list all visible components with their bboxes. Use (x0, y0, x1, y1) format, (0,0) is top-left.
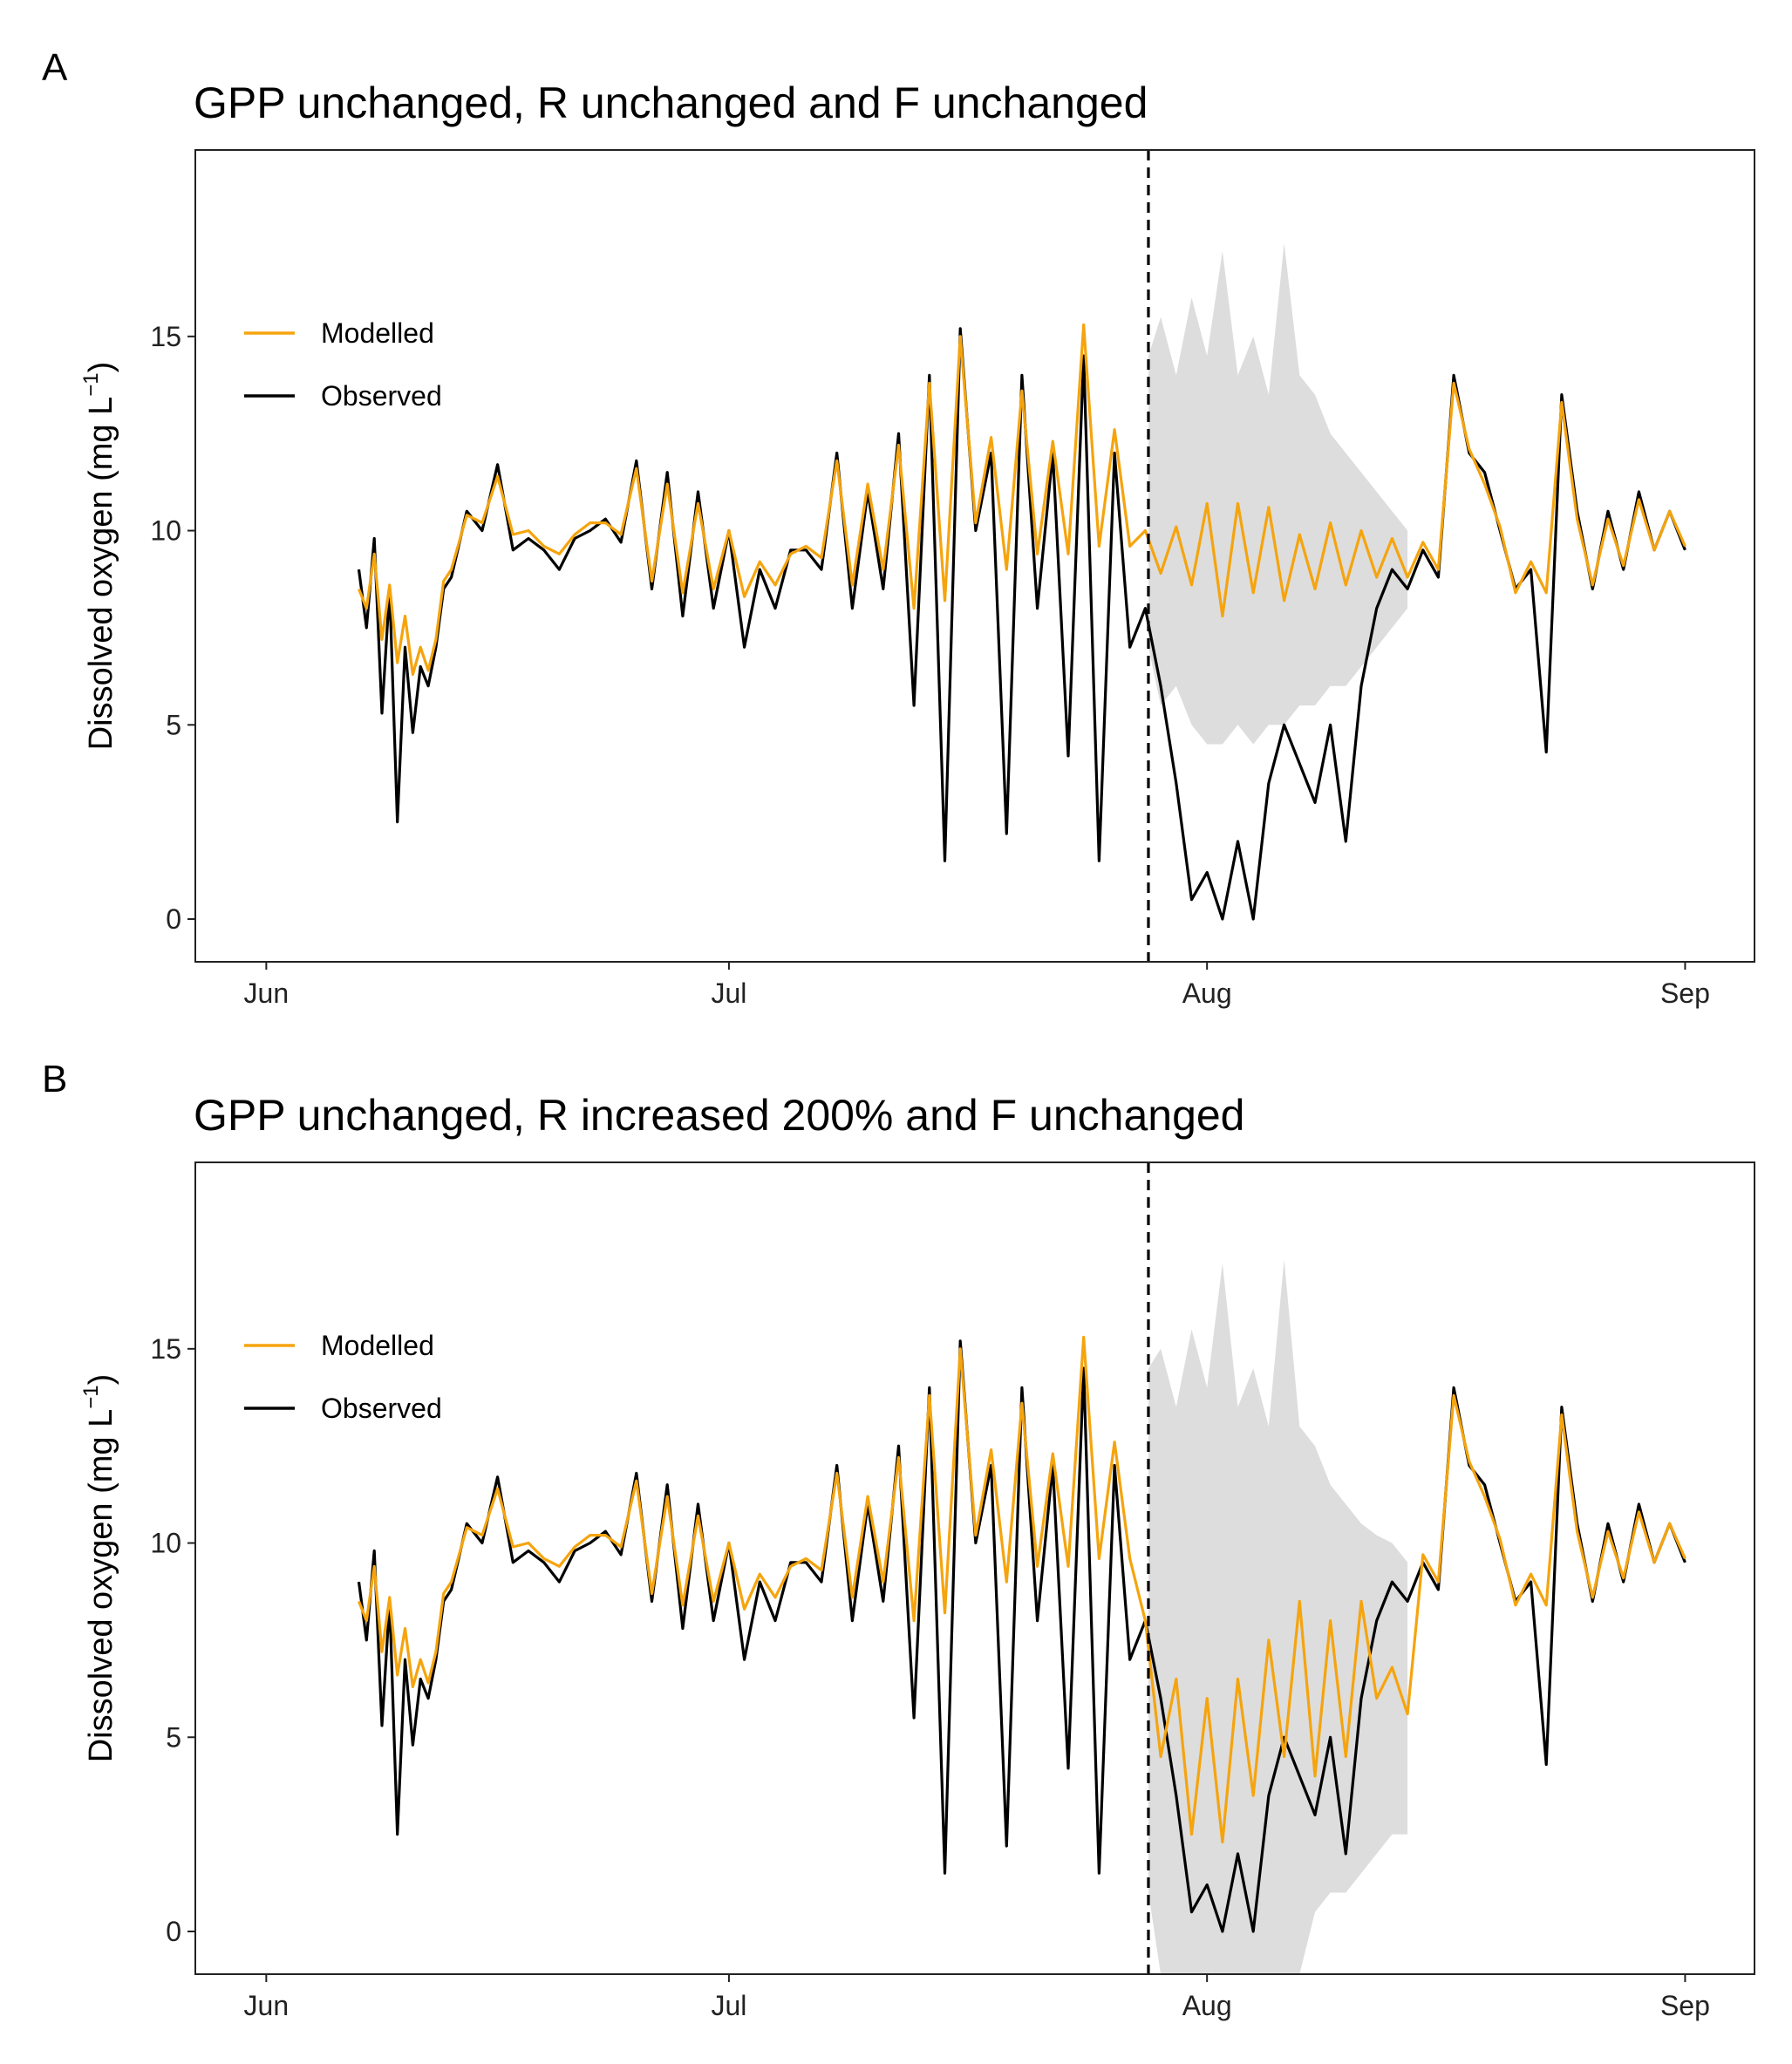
legend-label-modelled: Modelled (321, 1330, 434, 1361)
panel-letter: B (42, 1058, 67, 1100)
y-tick-label: 0 (166, 1916, 181, 1947)
y-tick-label: 10 (150, 1528, 181, 1559)
x-tick-label: Sep (1660, 978, 1710, 1009)
x-tick-label: Aug (1182, 1990, 1232, 2021)
chart-title: GPP unchanged, R increased 200% and F un… (194, 1091, 1245, 1140)
uncertainty-band (1148, 242, 1408, 745)
legend: Modelled Observed (244, 1330, 442, 1424)
legend-label-observed: Observed (321, 380, 442, 412)
y-tick-label: 0 (166, 903, 181, 935)
x-tick-label: Jun (244, 1990, 290, 2021)
panel-letter: A (42, 46, 68, 89)
legend-label-modelled: Modelled (321, 317, 434, 349)
y-axis-title: Dissolved oxygen (mg L−1) (79, 1374, 119, 1763)
series-line-modelled (358, 323, 1686, 676)
plot-border (194, 1161, 1755, 1975)
x-tick-label: Sep (1660, 1990, 1710, 2021)
y-tick-label: 15 (150, 1333, 181, 1365)
y-tick-label: 5 (166, 709, 181, 740)
y-axis-title-superscript: −1 (79, 372, 103, 396)
x-tick-label: Jul (711, 1990, 746, 2021)
plot-area (357, 1259, 1686, 1974)
legend-label-observed: Observed (321, 1393, 442, 1424)
y-axis-title-superscript: −1 (79, 1385, 103, 1408)
panel-b: B GPP unchanged, R increased 200% and F u… (42, 1058, 1755, 2021)
y-axis-title-close: ) (83, 362, 119, 373)
x-tick-label: Jul (711, 978, 746, 1009)
plot-area (357, 242, 1686, 921)
y-tick-label: 15 (150, 321, 181, 352)
y-axis-title-main: Dissolved oxygen (mg L (83, 397, 119, 751)
plot-border (194, 149, 1755, 963)
x-tick-label: Aug (1182, 978, 1232, 1009)
series-line-modelled (358, 1335, 1686, 1844)
y-tick-label: 5 (166, 1721, 181, 1753)
x-tick-label: Jun (244, 978, 290, 1009)
y-axis-title: Dissolved oxygen (mg L−1) (79, 362, 119, 751)
y-axis-title-main: Dissolved oxygen (mg L (83, 1409, 119, 1763)
y-tick-label: 10 (150, 515, 181, 547)
panel-a: A GPP unchanged, R unchanged and F unchan… (42, 46, 1755, 1009)
y-axis-title-close: ) (83, 1374, 119, 1386)
chart-title: GPP unchanged, R unchanged and F unchang… (194, 78, 1148, 127)
legend: Modelled Observed (244, 317, 442, 412)
uncertainty-band (1148, 1259, 1408, 1974)
